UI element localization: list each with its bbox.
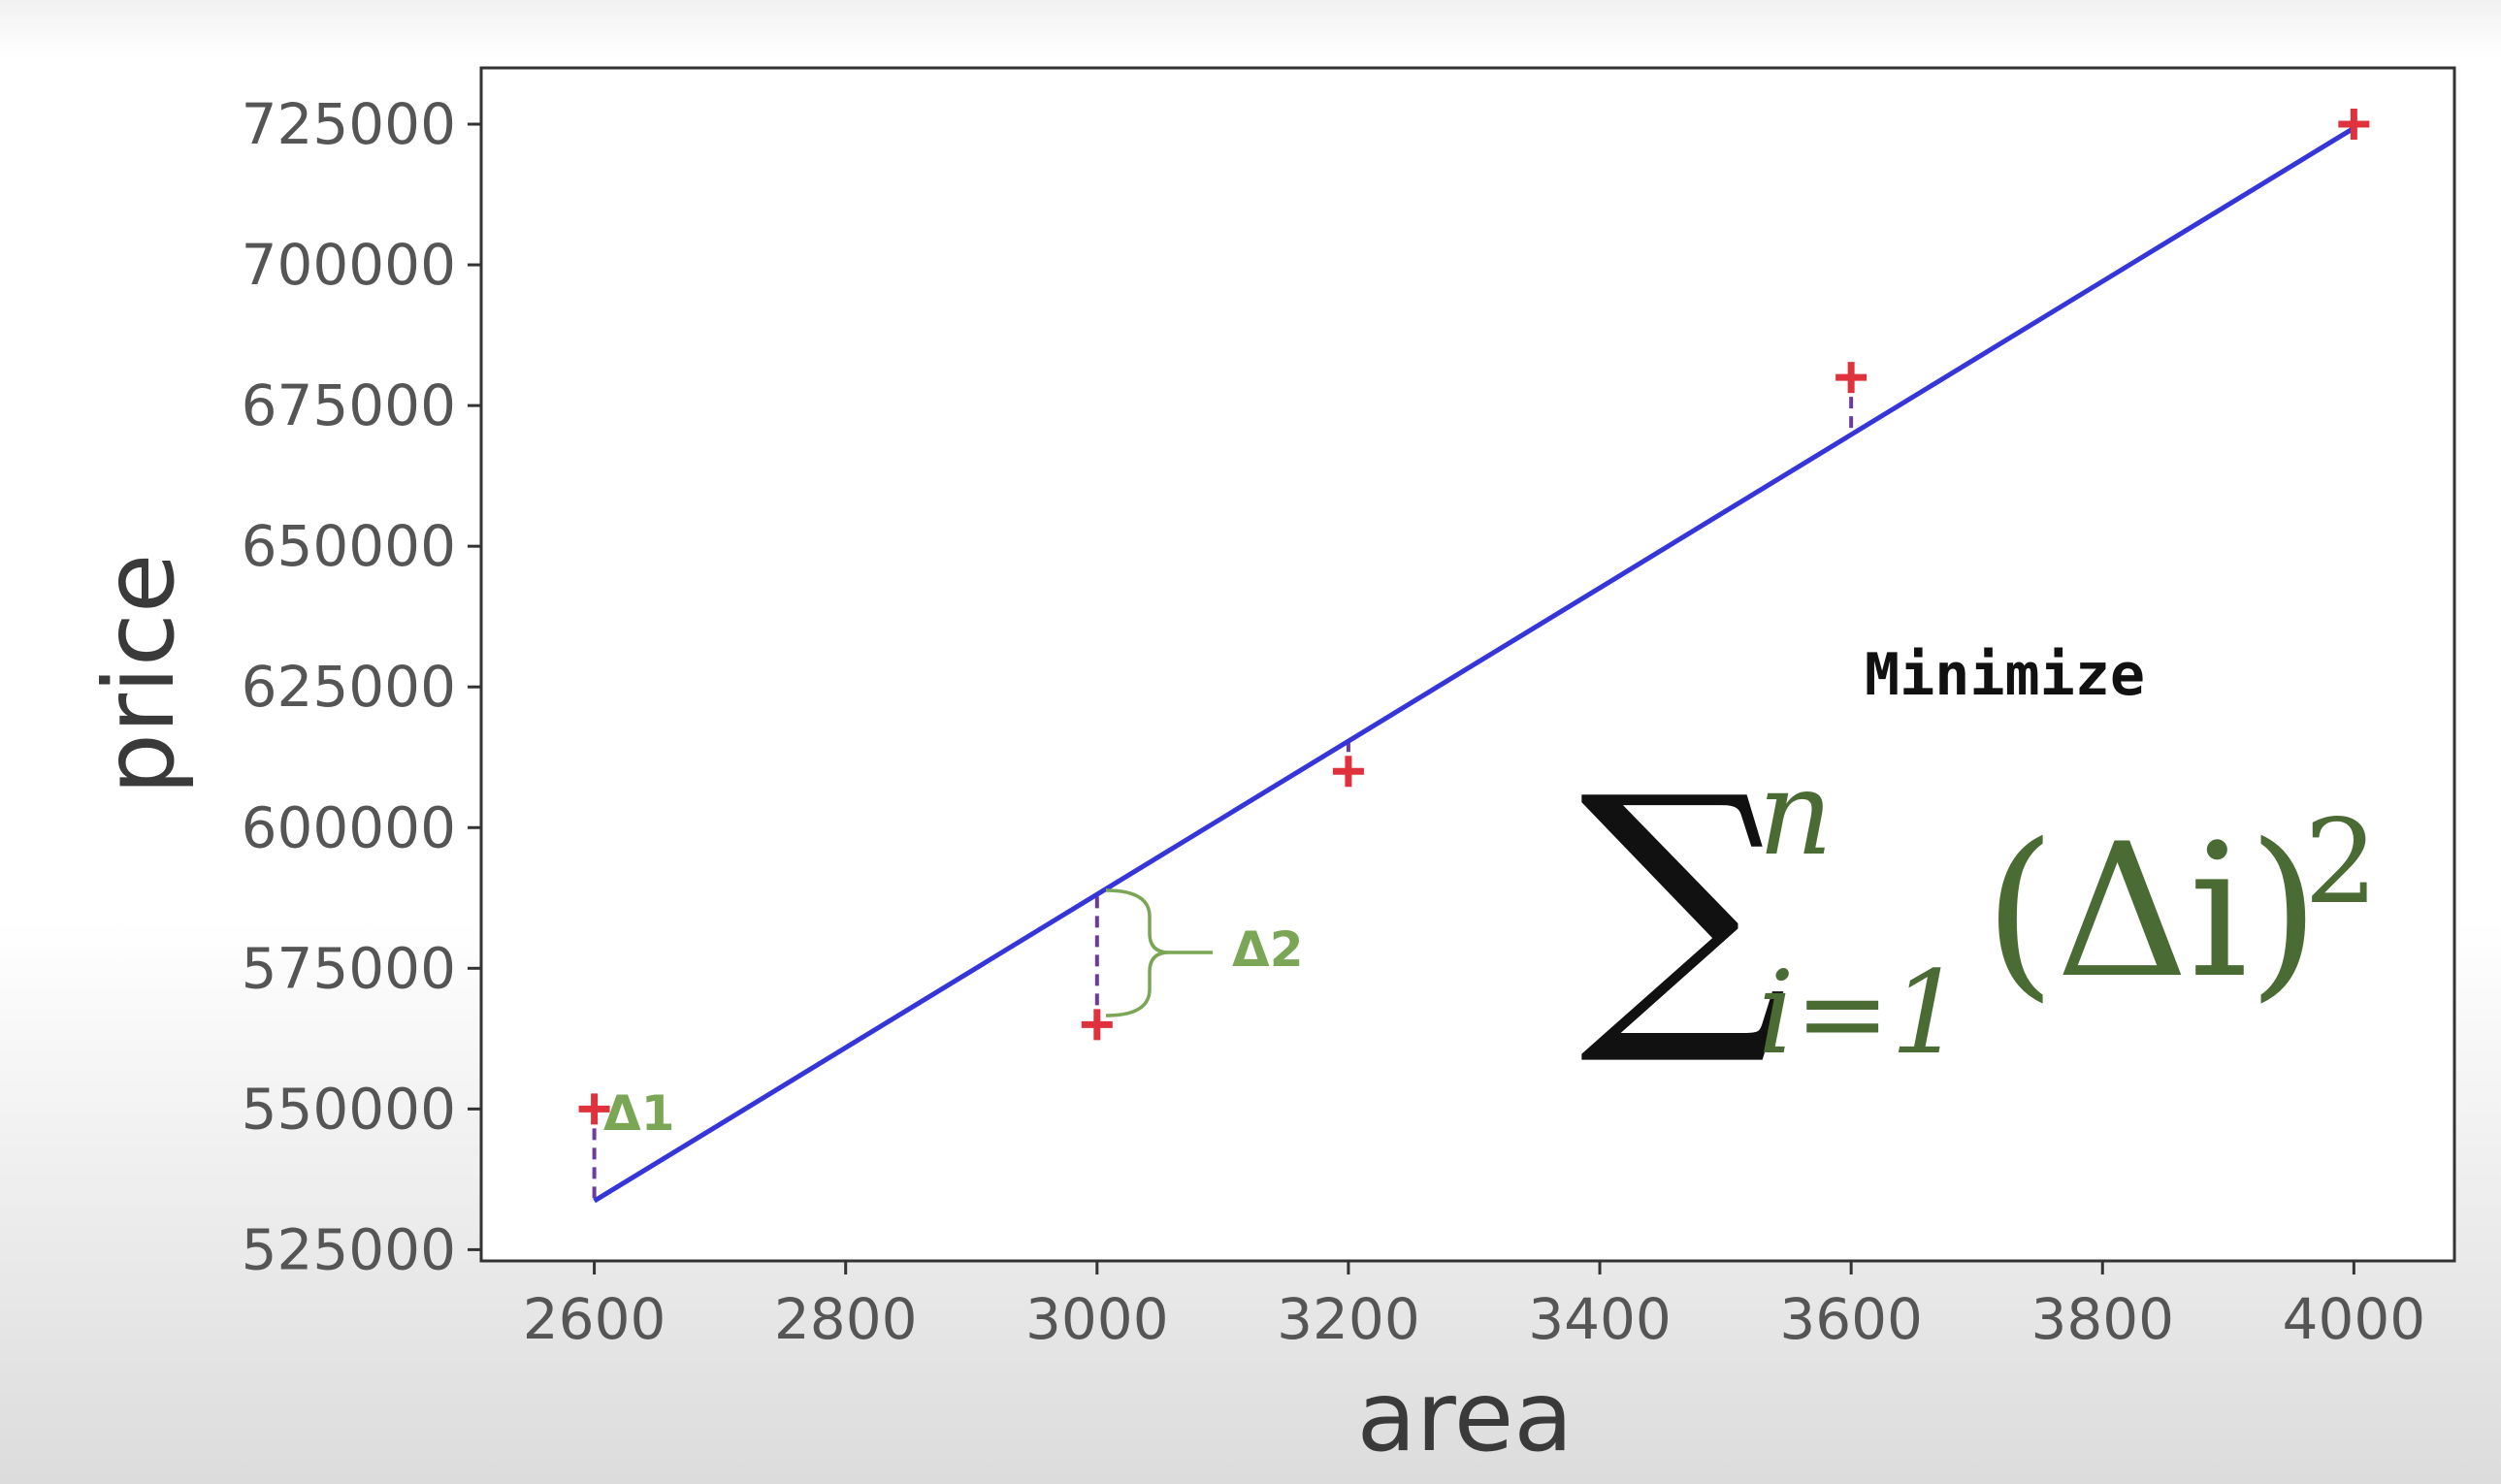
data-point	[1835, 362, 1868, 394]
x-tick-label: 3000	[1025, 1286, 1169, 1352]
minimize-label: Minimize	[1865, 641, 2145, 709]
data-point	[1081, 1009, 1113, 1041]
x-tick-label: 4000	[2283, 1286, 2426, 1352]
y-tick-label: 625000	[242, 654, 456, 720]
x-tick-label: 2800	[774, 1286, 918, 1352]
delta2-brace	[1105, 888, 1213, 1017]
y-tick-label: 725000	[242, 91, 456, 157]
y-tick-label: 600000	[242, 794, 456, 860]
regression-line	[593, 125, 2355, 1204]
delta2-label: Δ2	[1232, 921, 1304, 978]
x-tick-label: 3400	[1528, 1286, 1672, 1352]
data-points	[578, 109, 2370, 1125]
x-axis-ticks: 2600 2800 3000 3200 3400 3600 3800 4000	[523, 1261, 2425, 1352]
y-tick-label: 700000	[242, 232, 456, 298]
data-point	[1332, 756, 1364, 788]
x-axis-label: area	[1357, 1360, 1574, 1473]
x-tick-label: 3600	[1779, 1286, 1923, 1352]
x-tick-label: 3800	[2030, 1286, 2174, 1352]
y-axis-ticks: 525000 550000 575000 600000 625000 650000 6750…	[242, 91, 481, 1282]
sum-symbol: ∑	[1579, 734, 1787, 1073]
data-point	[578, 1093, 610, 1125]
x-tick-label: 3200	[1277, 1286, 1420, 1352]
y-tick-label: 575000	[242, 935, 456, 1001]
data-point	[2338, 109, 2370, 141]
x-tick-label: 2600	[523, 1286, 666, 1352]
y-tick-label: 525000	[242, 1216, 456, 1282]
sum-exponent: 2	[2304, 795, 2378, 930]
sum-lower-limit: i=1	[1758, 946, 1964, 1080]
y-tick-label: 675000	[242, 372, 456, 438]
sum-upper-limit: n	[1758, 747, 1833, 882]
delta1-label: Δ1	[603, 1085, 675, 1142]
sum-body: (Δi)	[1984, 804, 2320, 1018]
y-tick-label: 650000	[242, 513, 456, 579]
fit-line-group	[593, 125, 2355, 1204]
y-axis-label: price	[82, 554, 196, 795]
y-tick-label: 550000	[242, 1076, 456, 1142]
